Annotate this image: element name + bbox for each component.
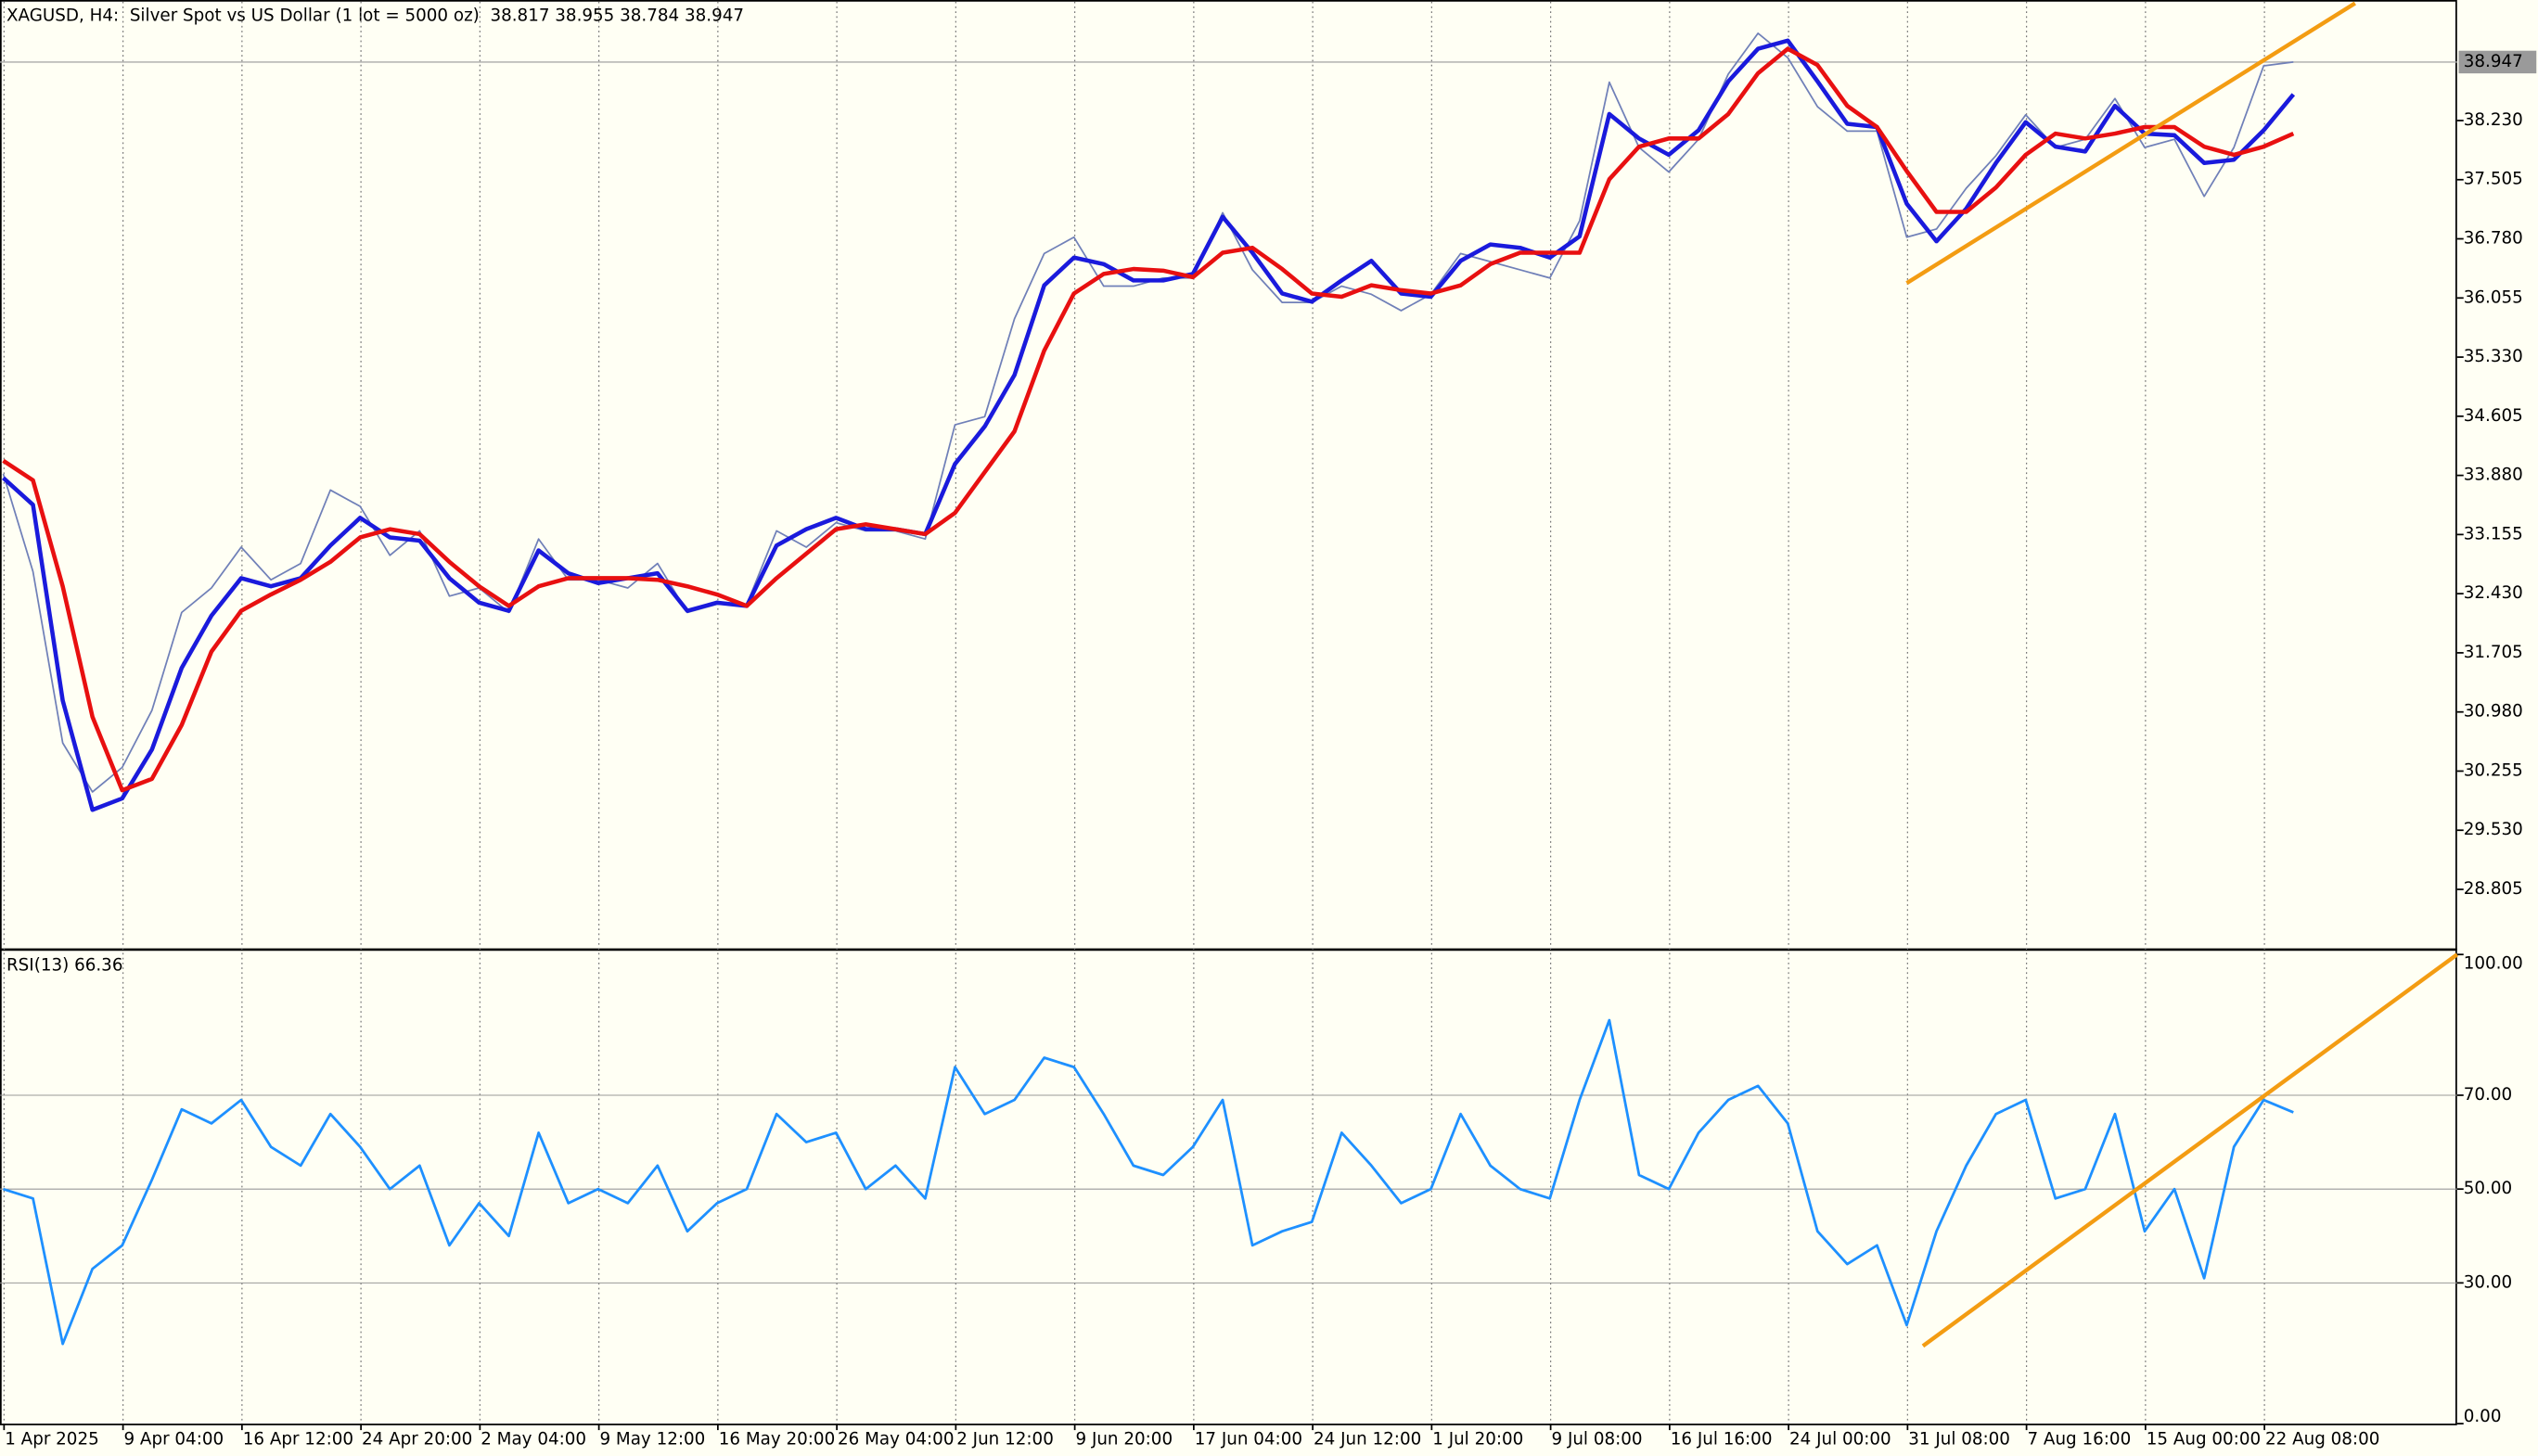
x-tick-label: 16 May 20:00 [719, 1430, 836, 1450]
last-price-box [2458, 50, 2537, 74]
rsi-title: RSI(13) 66.36 [6, 955, 123, 975]
x-tick-label: 7 Aug 16:00 [2027, 1430, 2131, 1450]
x-tick-label: 17 Jun 04:00 [1195, 1430, 1302, 1450]
y-tick-label: 37.505 [2464, 170, 2523, 189]
y-tick-label: 0.00 [2464, 1407, 2502, 1426]
x-tick-label: 9 Apr 04:00 [123, 1430, 224, 1450]
y-tick-label: 28.805 [2464, 879, 2523, 899]
series-line [1, 38, 2296, 812]
y-tick-label: 33.880 [2464, 466, 2523, 485]
x-tick-label: 2 Jun 12:00 [956, 1430, 1054, 1450]
x-tick-label: 24 Jul 00:00 [1789, 1430, 1891, 1450]
chart-title: XAGUSD, H4: Silver Spot vs US Dollar (1 … [6, 6, 744, 25]
x-tick-label: 1 Apr 2025 [5, 1430, 99, 1450]
x-tick-label: 22 Aug 08:00 [2265, 1430, 2379, 1450]
y-tick-label: 38.230 [2464, 110, 2523, 130]
x-tick-label: 31 Jul 08:00 [1908, 1430, 2010, 1450]
x-tick-label: 24 Apr 20:00 [362, 1430, 472, 1450]
plot-frame [0, 0, 2457, 1425]
y-tick-label: 70.00 [2464, 1085, 2512, 1105]
trend-line [1905, 1, 2356, 286]
y-tick-label: 29.530 [2464, 820, 2523, 839]
x-tick-label: 16 Jul 16:00 [1671, 1430, 1773, 1450]
y-tick-label: 35.330 [2464, 347, 2523, 366]
x-tick-label: 26 May 04:00 [838, 1430, 955, 1450]
y-tick-label: 33.155 [2464, 524, 2523, 543]
y-tick-label: 36.780 [2464, 229, 2523, 249]
x-tick-label: 9 Jun 20:00 [1075, 1430, 1173, 1450]
y-tick-label: 30.255 [2464, 760, 2523, 780]
y-tick-label: 30.980 [2464, 702, 2523, 722]
x-tick-label: 9 Jul 08:00 [1551, 1430, 1642, 1450]
x-tick-label: 16 Apr 12:00 [243, 1430, 353, 1450]
y-tick-label: 30.00 [2464, 1272, 2512, 1292]
x-tick-label: 24 Jun 12:00 [1314, 1430, 1421, 1450]
series-line [3, 1018, 2294, 1346]
x-tick-label: 15 Aug 00:00 [2147, 1430, 2261, 1450]
y-tick-label: 100.00 [2464, 954, 2523, 974]
y-tick-label: 32.430 [2464, 583, 2523, 603]
y-tick-label: 50.00 [2464, 1179, 2512, 1198]
rsi-trend-line [1921, 952, 2459, 1348]
series-line [2, 46, 2295, 793]
y-tick-label: 36.055 [2464, 287, 2523, 307]
last-price-label: 38.947 [2464, 52, 2523, 71]
x-tick-label: 1 Jul 20:00 [1432, 1430, 1523, 1450]
y-tick-label: 31.705 [2464, 643, 2523, 662]
x-tick-label: 2 May 04:00 [481, 1430, 586, 1450]
x-tick-label: 9 May 12:00 [599, 1430, 705, 1450]
y-tick-label: 34.605 [2464, 406, 2523, 426]
